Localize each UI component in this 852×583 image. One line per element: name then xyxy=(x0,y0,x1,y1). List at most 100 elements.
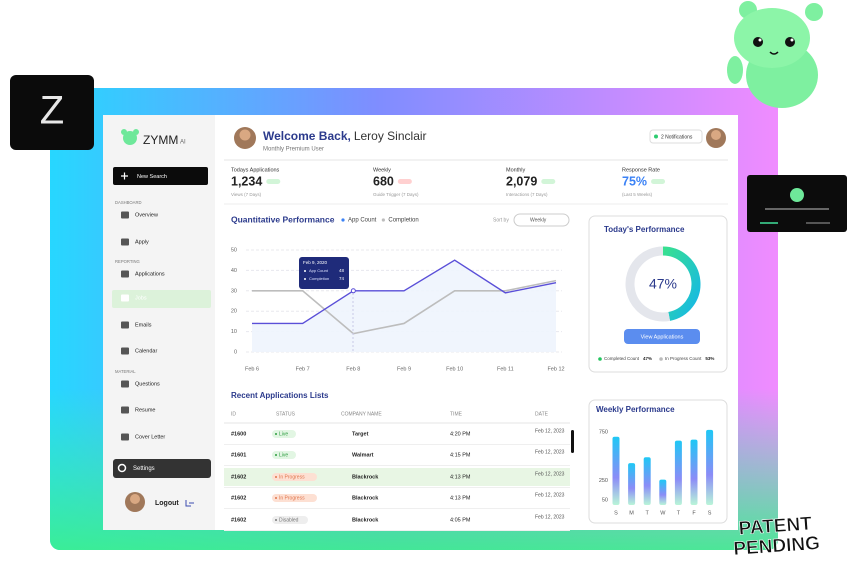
stat-badge xyxy=(541,179,556,184)
tooltip-value: 48 xyxy=(339,268,345,273)
status-dot xyxy=(275,476,277,478)
nav-item[interactable]: Resume xyxy=(135,407,155,413)
legend-marker xyxy=(341,218,345,222)
stat-value: 1,234 xyxy=(231,174,262,188)
new-search-label: New Search xyxy=(137,174,167,180)
legend-label: In Progress Count xyxy=(665,356,702,361)
stat-label: Weekly xyxy=(373,167,391,173)
stat-note: Guide Trigger (7 Days) xyxy=(373,192,419,197)
nav-item[interactable]: Apply xyxy=(135,239,149,245)
table-cell: 4:13 PM xyxy=(450,474,471,480)
table-cell: #1600 xyxy=(231,431,246,437)
stat-value: 2,079 xyxy=(506,174,537,188)
donut-center: 47% xyxy=(649,276,677,292)
nav-item[interactable]: Overview xyxy=(135,212,158,218)
table-cell: 4:20 PM xyxy=(450,431,471,437)
nav-item[interactable]: Jobs xyxy=(135,295,147,301)
view-button-label[interactable]: View Applications xyxy=(641,334,684,340)
y-tick-label: 50 xyxy=(231,247,237,253)
table-cell: #1602 xyxy=(231,474,246,480)
nav-icon xyxy=(121,347,129,355)
table-header: TIME xyxy=(450,411,463,417)
sort-value: Weekly xyxy=(530,217,547,223)
nav-item[interactable]: Calendar xyxy=(135,348,157,354)
legend-value: 47% xyxy=(643,356,652,361)
status-pill xyxy=(272,516,308,524)
bar xyxy=(643,457,651,505)
sort-label: Sort by xyxy=(493,217,509,223)
x-tick-label: F xyxy=(692,510,696,516)
table-cell: 4:13 PM xyxy=(450,495,471,501)
line xyxy=(252,279,557,335)
legend-marker xyxy=(381,218,385,222)
x-tick-label: S xyxy=(614,510,618,516)
status-pill xyxy=(272,430,296,438)
table-cell: Walmart xyxy=(352,452,374,458)
table-header: STATUS xyxy=(276,411,296,417)
status-dot xyxy=(275,454,277,456)
line xyxy=(252,259,557,325)
nav-icon xyxy=(121,380,129,388)
y-tick-label: 10 xyxy=(231,329,237,335)
notifications: 2 Notifications xyxy=(661,134,693,140)
stat-label: Todays Applications xyxy=(231,167,280,173)
stat-label: Response Rate xyxy=(622,167,660,173)
stat-value: 680 xyxy=(373,174,394,188)
table-header: DATE xyxy=(535,411,549,417)
nav-item[interactable]: Emails xyxy=(135,322,152,328)
x-tick-label: W xyxy=(660,510,666,516)
tooltip-date: Feb 9, 2020 xyxy=(303,260,328,265)
nav-icon xyxy=(121,321,129,329)
stat-value: 75% xyxy=(622,174,647,188)
legend-label: Completed Count xyxy=(604,356,640,361)
table-cell: Feb 12, 2023 xyxy=(535,449,565,455)
table-cell: Feb 12, 2023 xyxy=(535,428,565,434)
nav-item[interactable]: Applications xyxy=(135,271,165,277)
legend-label: Completion xyxy=(388,218,418,224)
nav-icon xyxy=(121,406,129,414)
stat-badge xyxy=(266,179,281,184)
table-cell: Blackrock xyxy=(352,474,379,480)
table-cell: 4:15 PM xyxy=(450,452,471,458)
area xyxy=(252,260,556,352)
logo-mark: Z xyxy=(40,89,64,133)
table-title: Recent Applications Lists xyxy=(231,391,329,400)
status-pill xyxy=(272,473,317,481)
x-tick-label: S xyxy=(708,510,712,516)
row-highlight xyxy=(224,468,570,486)
stat-note: (Last 5 Weeks) xyxy=(622,192,653,197)
status-dot xyxy=(275,519,277,521)
brand-name: ZYMM xyxy=(143,133,178,147)
nav-item[interactable]: Questions xyxy=(135,381,160,387)
nav-section: DASHBOARD xyxy=(115,200,142,205)
settings-label: Settings xyxy=(133,466,155,472)
table-cell: 4:05 PM xyxy=(450,517,471,523)
x-tick-label: Feb 12 xyxy=(547,366,564,372)
legend-value: 53% xyxy=(705,356,714,361)
donut-segment xyxy=(662,246,701,321)
x-tick-label: M xyxy=(629,510,634,516)
status-label: Live xyxy=(279,452,288,458)
legend-marker xyxy=(598,357,602,361)
tooltip xyxy=(299,257,349,289)
chart-title: Quantitative Performance xyxy=(231,214,335,224)
y-tick-label: 50 xyxy=(602,498,608,504)
bar xyxy=(706,429,714,505)
tooltip-marker xyxy=(304,278,306,280)
brand-suffix: AI xyxy=(180,140,186,146)
stat-note: Views (7 Days) xyxy=(231,192,262,197)
header-decor xyxy=(224,127,728,205)
tooltip-label: App Count xyxy=(309,268,329,273)
table-header: ID xyxy=(231,411,236,417)
table-cell: #1602 xyxy=(231,517,246,523)
table-cell: #1601 xyxy=(231,452,246,458)
status-pill xyxy=(272,494,317,502)
chart-title: Weekly Performance xyxy=(596,405,675,414)
chart-title: Today's Performance xyxy=(604,225,685,234)
logout-label: Logout xyxy=(155,500,179,507)
nav-item[interactable]: Cover Letter xyxy=(135,434,165,440)
bar xyxy=(690,439,698,505)
x-tick-label: Feb 10 xyxy=(446,366,463,372)
y-tick-label: 750 xyxy=(599,429,608,435)
